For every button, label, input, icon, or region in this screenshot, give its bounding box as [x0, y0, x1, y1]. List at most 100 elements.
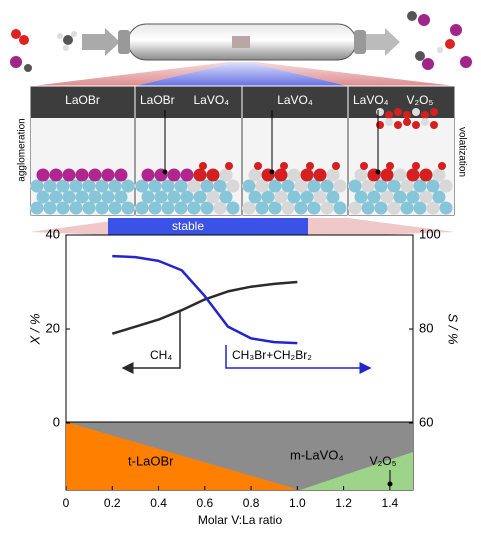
atom: [393, 168, 407, 182]
atom: [88, 168, 102, 182]
atom: [95, 179, 109, 193]
atom: [255, 179, 269, 193]
atom: [400, 201, 414, 215]
x-tick-label: 1.2: [335, 496, 352, 510]
atom: [56, 179, 70, 193]
atom: [274, 190, 288, 204]
arrow: [225, 345, 372, 374]
atom: [268, 201, 282, 215]
fan: [32, 62, 236, 86]
atom: [268, 179, 282, 193]
atom: [386, 162, 394, 170]
atom: [69, 201, 83, 215]
atom: [320, 201, 334, 215]
atom: [254, 162, 262, 170]
atom: [439, 201, 453, 215]
atom: [135, 201, 149, 215]
panel-label: LaVO₄: [353, 93, 389, 107]
atom: [161, 201, 175, 215]
pointer: [162, 169, 168, 175]
atom: [374, 201, 388, 215]
x-tick-label: 0: [63, 496, 70, 510]
atom: [213, 201, 227, 215]
atom: [213, 179, 227, 193]
y2-tick-label: 100: [419, 226, 441, 241]
molecules: [10, 11, 472, 72]
atom: [426, 201, 440, 215]
atom: [95, 201, 109, 215]
phase-diagram: [66, 421, 413, 490]
atom: [62, 190, 76, 204]
atom: [141, 190, 155, 204]
atom: [121, 201, 135, 215]
atom: [403, 118, 411, 126]
atom: [206, 190, 220, 204]
atom: [242, 179, 256, 193]
atom: [400, 179, 414, 193]
y2-tick-label: 60: [419, 414, 433, 429]
atom: [380, 168, 394, 182]
atom: [307, 201, 321, 215]
atom: [354, 168, 368, 182]
atom: [43, 201, 57, 215]
atom: [261, 190, 275, 204]
y-tick-label: 20: [46, 320, 60, 335]
atom: [200, 179, 214, 193]
atom: [438, 162, 446, 170]
atom: [361, 201, 375, 215]
atom: [193, 168, 207, 182]
atom: [333, 201, 347, 215]
atom: [108, 179, 122, 193]
data-line: [111, 280, 298, 335]
atom: [148, 179, 162, 193]
atom: [348, 179, 362, 193]
atom: [49, 190, 63, 204]
atom: [287, 168, 301, 182]
atom: [200, 201, 214, 215]
y2-axis-label: S / %: [446, 313, 461, 344]
x-tick-label: 1.0: [289, 496, 306, 510]
atom: [114, 168, 128, 182]
atom: [421, 111, 429, 119]
atom: [281, 179, 295, 193]
atom: [36, 168, 50, 182]
atom: [300, 190, 314, 204]
atom: [75, 190, 89, 204]
atom: [255, 201, 269, 215]
atom: [108, 201, 122, 215]
atom: [225, 162, 233, 170]
atom: [154, 190, 168, 204]
panel-label: V₂O₅: [407, 93, 434, 107]
panel-label: LaVO₄: [277, 93, 313, 107]
atom: [180, 168, 194, 182]
atom: [242, 201, 256, 215]
atom: [226, 201, 240, 215]
atom: [430, 121, 438, 129]
atom: [114, 190, 128, 204]
atom: [413, 201, 427, 215]
atom: [193, 190, 207, 204]
annotation: CH₄: [150, 348, 172, 362]
y-axis-label: X / %: [27, 313, 42, 345]
atom: [412, 121, 420, 129]
atom: [432, 168, 446, 182]
atom: [307, 179, 321, 193]
atom: [219, 168, 233, 182]
atom: [320, 179, 334, 193]
panel-label: LaVO₄: [194, 93, 230, 107]
atom: [313, 168, 327, 182]
y-tick-label: 0: [53, 414, 60, 429]
atom: [148, 201, 162, 215]
band-label: stable: [172, 219, 204, 233]
atom: [62, 168, 76, 182]
atom: [406, 190, 420, 204]
atom: [393, 190, 407, 204]
atom: [226, 179, 240, 193]
atom: [326, 190, 340, 204]
atom: [419, 190, 433, 204]
atom: [141, 168, 155, 182]
data-line: [112, 254, 298, 345]
atom: [281, 201, 295, 215]
atom: [75, 168, 89, 182]
